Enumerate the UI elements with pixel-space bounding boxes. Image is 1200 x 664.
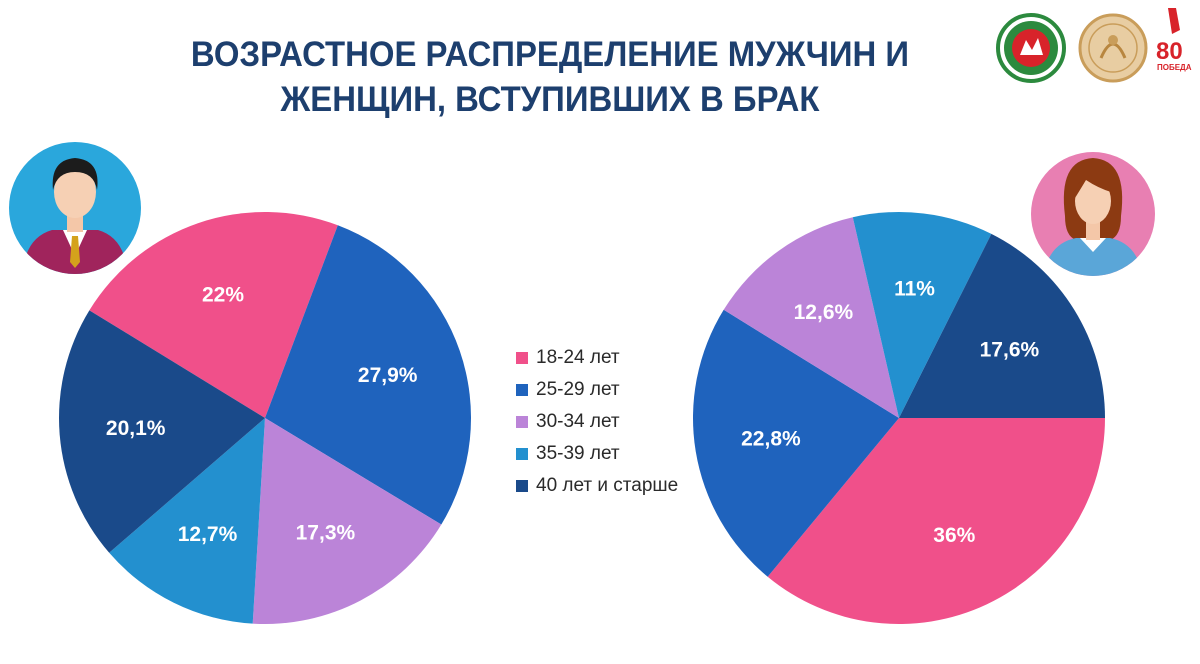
- legend: 18-24 лет 25-29 лет 30-34 лет 35-39 лет 40 л…: [516, 342, 678, 502]
- ministry-seal-icon: [1078, 13, 1148, 83]
- legend-swatch: [516, 448, 528, 460]
- legend-swatch: [516, 352, 528, 364]
- pie-slice-women-40: [899, 233, 1105, 418]
- woman-avatar-icon: [1031, 152, 1155, 276]
- pie-slice-men-35-39: [109, 418, 265, 624]
- tatarstan-emblem-icon: [996, 13, 1066, 83]
- slice-label-men-35-39: 12,7%: [178, 523, 238, 546]
- man-avatar-icon: [9, 142, 141, 274]
- victory-badge-number: 80: [1156, 38, 1183, 65]
- pie-slice-women-30-34: [723, 217, 899, 418]
- pie-slice-men-18-24: [89, 212, 338, 418]
- slice-label-men-40: 20,1%: [106, 417, 166, 440]
- slice-label-men-30-34: 17,3%: [296, 521, 356, 544]
- pie-slice-men-30-34: [252, 418, 442, 624]
- legend-item-25-29: 25-29 лет: [516, 374, 678, 406]
- slice-label-women-18-24: 36%: [933, 524, 975, 547]
- slice-label-women-25-29: 22,8%: [741, 428, 801, 451]
- victory-80-badge-icon: 80 ПОБЕДА: [1156, 8, 1192, 72]
- page-title-line-1: ВОЗРАСТНОЕ РАСПРЕДЕЛЕНИЕ МУЖЧИН И: [190, 35, 910, 74]
- pie-slice-men-25-29: [265, 225, 472, 525]
- pie-chart-women: 36% 22,8% 12,6% 11% 17,6%: [692, 212, 1106, 625]
- legend-label: 35-39 лет: [536, 443, 620, 464]
- slice-label-men-25-29: 27,9%: [358, 364, 418, 387]
- legend-label: 40 лет и старше: [536, 475, 679, 496]
- pie-slice-women-25-29: [692, 309, 899, 577]
- pie-slice-men-40: [59, 310, 265, 553]
- legend-swatch: [516, 480, 528, 492]
- pie-slice-women-18-24: [767, 418, 1106, 625]
- legend-item-40: 40 лет и старше: [516, 470, 678, 502]
- slice-label-women-30-34: 12,6%: [794, 301, 854, 324]
- legend-item-35-39: 35-39 лет: [516, 438, 678, 470]
- page-title-line-2: ЖЕНЩИН, ВСТУПИВШИХ В БРАК: [280, 80, 820, 119]
- legend-item-18-24: 18-24 лет: [516, 342, 678, 374]
- legend-swatch: [516, 416, 528, 428]
- slice-label-women-40: 17,6%: [980, 338, 1040, 361]
- legend-swatch: [516, 384, 528, 396]
- pie-slice-women-35-39: [852, 212, 992, 418]
- page-title: ВОЗРАСТНОЕ РАСПРЕДЕЛЕНИЕ МУЖЧИН И ЖЕНЩИН…: [174, 32, 926, 122]
- pie-chart-men: 22% 27,9% 17,3% 12,7% 20,1%: [59, 212, 472, 624]
- legend-label: 25-29 лет: [536, 379, 620, 400]
- slice-label-women-35-39: 11%: [894, 278, 935, 301]
- slice-label-men-18-24: 22%: [202, 284, 244, 307]
- legend-label: 18-24 лет: [536, 347, 620, 368]
- legend-label: 30-34 лет: [536, 411, 620, 432]
- legend-item-30-34: 30-34 лет: [516, 406, 678, 438]
- victory-badge-word: ПОБЕДА: [1157, 63, 1192, 72]
